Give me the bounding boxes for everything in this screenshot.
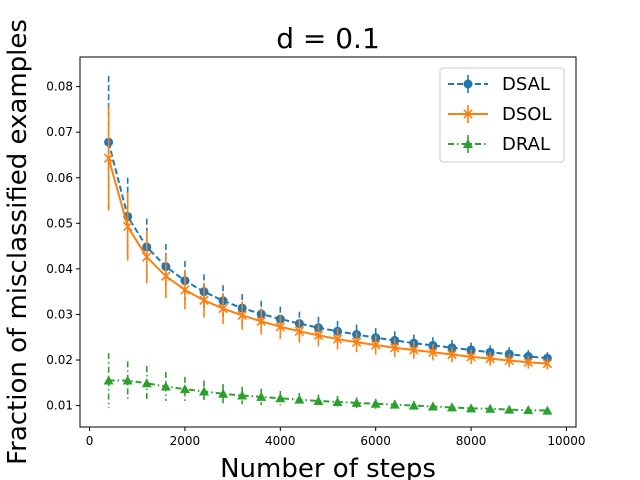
data-point (390, 342, 400, 353)
data-point (409, 345, 419, 355)
data-point (179, 384, 190, 394)
data-point (199, 386, 209, 396)
data-point (504, 404, 515, 414)
plot-series (103, 76, 553, 415)
data-point (313, 330, 324, 341)
data-point (199, 295, 209, 306)
y-tick-label: 0.06 (46, 171, 73, 185)
data-point (504, 355, 514, 366)
data-point (180, 285, 190, 295)
data-point (218, 303, 228, 314)
data-point (466, 352, 476, 362)
y-tick-label: 0.04 (46, 262, 73, 276)
data-point (332, 396, 343, 406)
data-point (160, 381, 171, 391)
y-tick-label: 0.05 (46, 216, 73, 230)
data-point (485, 353, 495, 364)
plot-frame (79, 56, 577, 428)
legend-box (439, 67, 565, 163)
x-tick-label: 0 (86, 434, 94, 448)
data-point (427, 401, 438, 411)
chart-title: d = 0.1 (276, 22, 380, 55)
data-point (370, 398, 381, 408)
data-point (122, 375, 133, 385)
legend: DSAL DSOL DRAL (439, 67, 565, 163)
data-point (237, 390, 248, 400)
legend-marker (463, 139, 473, 148)
data-point (275, 321, 286, 332)
x-axis-label: Number of steps (220, 454, 436, 480)
data-point (142, 252, 152, 262)
data-point (542, 405, 553, 415)
data-point (370, 340, 381, 350)
data-point (103, 153, 114, 163)
data-point (523, 357, 534, 368)
data-point (122, 221, 133, 232)
data-point (161, 271, 171, 281)
y-tick-label: 0.08 (46, 80, 73, 94)
y-axis-ticks: 0.01 0.02 0.03 0.04 0.05 0.06 0.07 0.08 (46, 80, 80, 413)
x-tick-label: 10000 (547, 434, 585, 448)
y-tick-label: 0.01 (46, 399, 73, 413)
legend-item-dsal: DSAL (448, 74, 550, 95)
data-point (466, 403, 477, 413)
legend-marker (463, 109, 473, 119)
data-point (218, 388, 229, 398)
x-axis-ticks: 0 2000 4000 6000 8000 10000 (86, 427, 586, 448)
series-line-dral (108, 379, 548, 412)
data-point (351, 397, 362, 407)
legend-label: DRAL (502, 134, 550, 155)
legend-item-dsol: DSOL (448, 104, 551, 125)
data-point (141, 378, 152, 388)
data-point (256, 391, 267, 401)
data-point (542, 358, 553, 369)
data-point (294, 326, 305, 337)
x-tick-label: 2000 (170, 434, 201, 448)
data-point (447, 402, 457, 412)
data-point (332, 334, 343, 344)
data-point (294, 394, 305, 404)
data-point (313, 396, 324, 406)
x-tick-label: 8000 (456, 434, 487, 448)
data-point (237, 310, 247, 321)
x-tick-label: 4000 (265, 434, 296, 448)
data-point (523, 405, 534, 415)
data-point (485, 403, 496, 413)
series-dsol (103, 105, 553, 370)
legend-marker (463, 79, 473, 89)
legend-label: DSAL (502, 74, 550, 95)
data-point (256, 316, 266, 327)
data-point (447, 349, 457, 360)
x-tick-label: 6000 (360, 434, 391, 448)
data-point (428, 347, 438, 358)
y-tick-label: 0.07 (46, 125, 73, 139)
data-point (275, 393, 286, 403)
y-tick-label: 0.03 (46, 307, 73, 321)
data-point (103, 375, 114, 385)
legend-label: DSOL (502, 104, 551, 125)
data-point (351, 337, 362, 348)
data-point (389, 399, 400, 409)
series-dral (103, 353, 553, 415)
data-point (408, 400, 419, 410)
legend-item-dral: DRAL (448, 134, 550, 155)
y-tick-label: 0.02 (46, 353, 73, 367)
y-axis-label: Fraction of misclassified examples (3, 19, 33, 465)
